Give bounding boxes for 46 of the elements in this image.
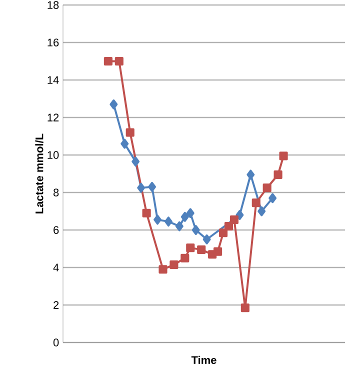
point — [279, 152, 288, 160]
point — [126, 128, 134, 137]
y-axis-title: Lactate mmol/L — [35, 134, 44, 214]
y-tick-label: 8 — [54, 188, 59, 196]
point — [224, 222, 234, 231]
y-tick-label: 2 — [54, 301, 59, 309]
point — [110, 99, 118, 110]
point — [104, 56, 112, 66]
point — [192, 225, 200, 235]
point — [148, 182, 156, 192]
point — [186, 244, 195, 252]
point — [164, 216, 172, 227]
point — [218, 228, 228, 238]
point — [246, 170, 255, 180]
point — [230, 215, 239, 224]
point — [180, 254, 190, 262]
point — [137, 182, 146, 193]
point — [258, 206, 266, 216]
y-tick-label: 16 — [48, 38, 59, 46]
point — [158, 265, 168, 274]
point — [240, 304, 250, 312]
point — [154, 214, 162, 225]
point — [180, 212, 189, 222]
point — [252, 198, 260, 208]
point — [274, 170, 282, 179]
point — [262, 184, 272, 192]
point — [186, 208, 194, 218]
point — [268, 193, 277, 204]
point — [197, 245, 206, 254]
point — [236, 210, 244, 220]
y-tick-label: 14 — [48, 76, 59, 84]
y-tick-label: 10 — [48, 151, 59, 159]
point — [142, 208, 151, 218]
x-axis-title: Time — [191, 356, 216, 364]
point — [170, 260, 178, 269]
y-tick-label: 18 — [48, 1, 59, 9]
y-tick-label: 0 — [53, 338, 59, 346]
y-tick-label: 12 — [48, 114, 59, 122]
point — [202, 234, 211, 244]
point — [175, 221, 184, 232]
point — [213, 247, 222, 256]
point — [120, 138, 129, 149]
y-tick-label: 4 — [53, 264, 59, 272]
y-tick-label: 6 — [54, 226, 59, 234]
point — [132, 156, 140, 167]
point — [114, 56, 124, 66]
